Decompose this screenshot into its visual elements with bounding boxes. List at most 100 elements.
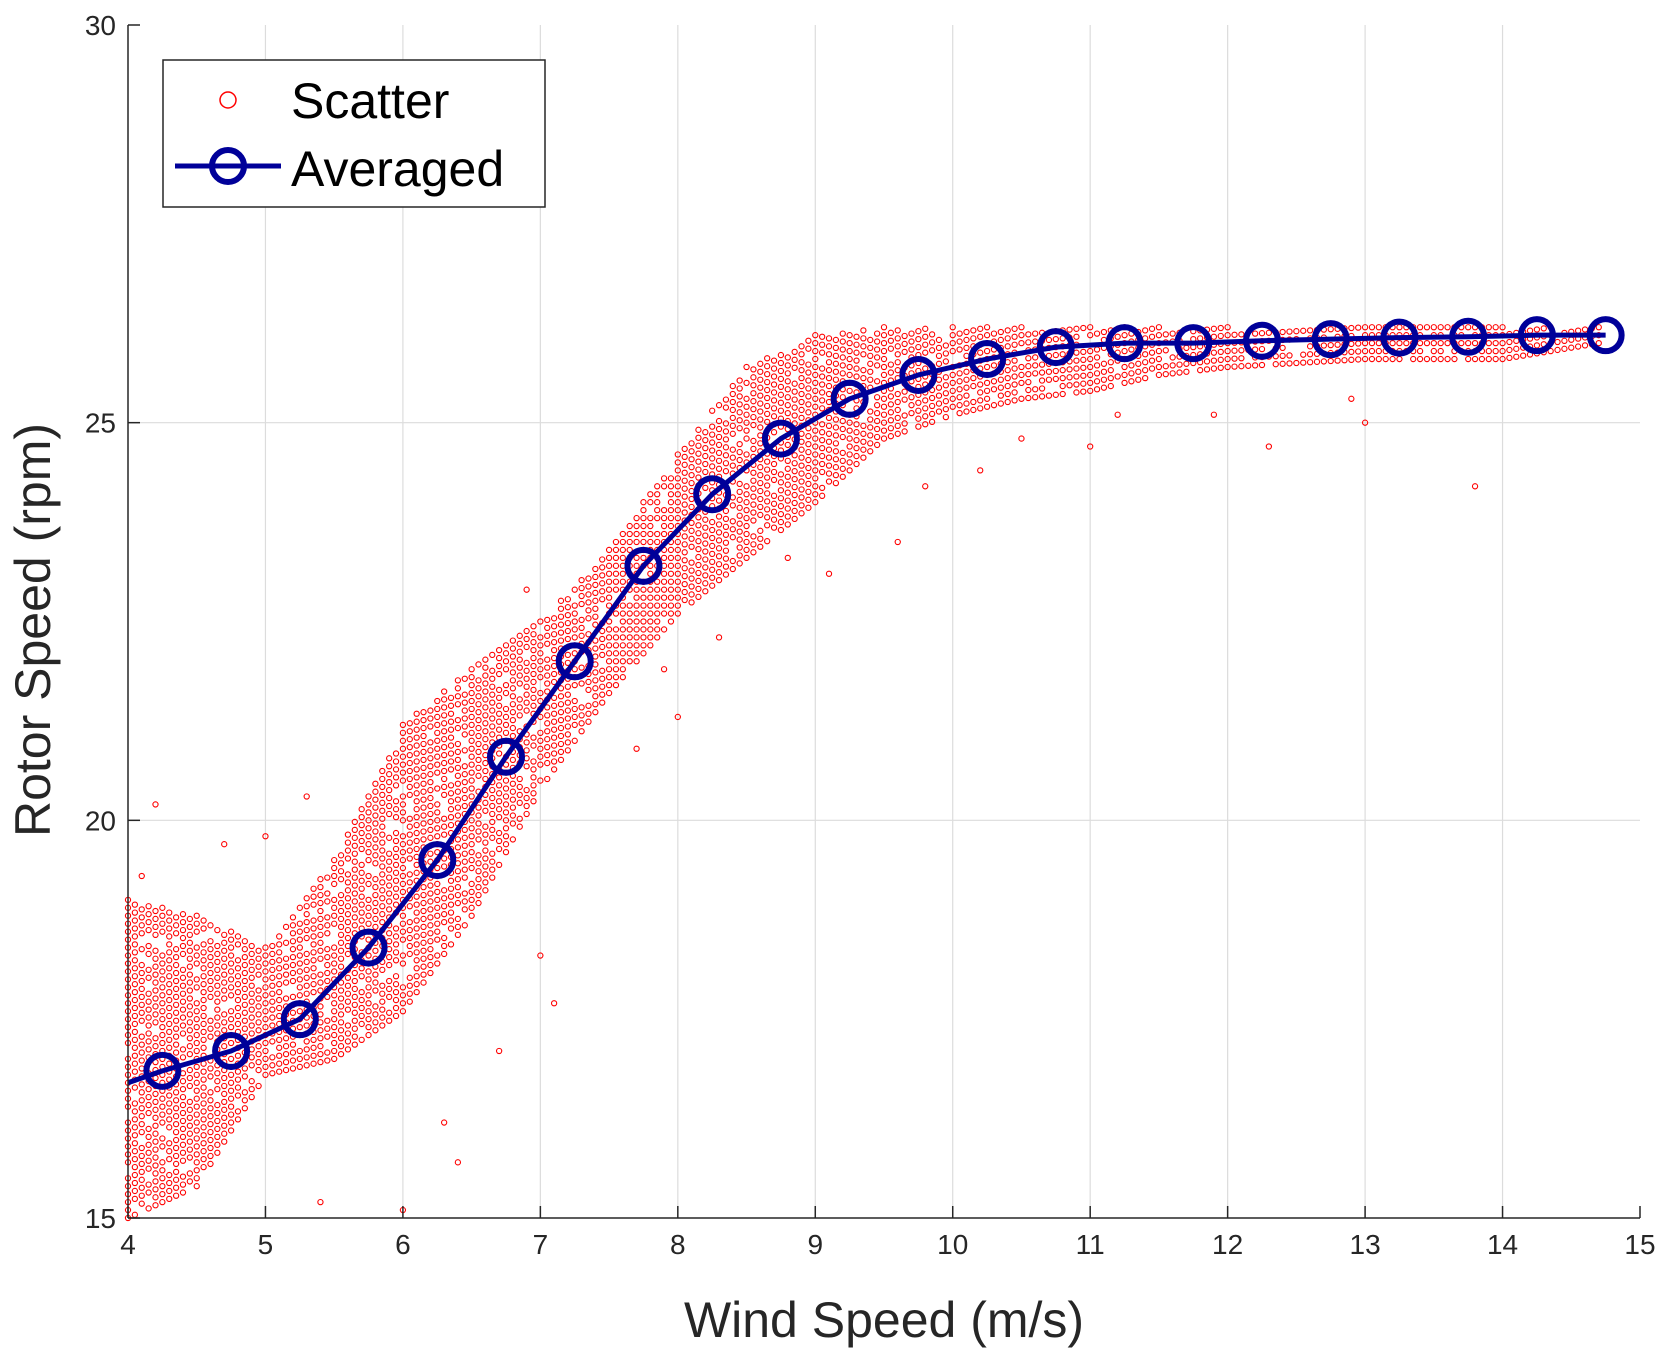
scatter-point [818,429,826,436]
scatter-point [736,417,743,424]
scatter-point [489,834,496,841]
scatter-point [1087,324,1094,331]
scatter-point [392,829,400,837]
scatter-point [688,448,695,455]
scatter-point [289,938,297,945]
scatter-point [214,998,221,1005]
scatter-point [406,839,413,846]
scatter-point [317,907,324,915]
scatter-point [688,591,695,598]
scatter-point [942,398,950,405]
scatter-point [777,495,785,502]
scatter-point [379,807,386,814]
scatter-point [1093,378,1101,385]
scatter-point [770,397,778,404]
scatter-point [152,1130,159,1137]
scatter-point [365,817,372,824]
scatter-point [386,906,393,913]
scatter-point [605,554,613,562]
scatter-point [282,923,290,931]
scatter-point [935,336,943,344]
scatter-point [166,988,173,996]
scatter-point [1128,378,1135,385]
scatter-point [255,1027,262,1034]
scatter-point [702,556,709,563]
scatter-point [310,933,317,940]
scatter-point [784,362,791,369]
scatter-point [351,922,358,929]
scatter-point [276,1052,283,1059]
scatter-point [1073,365,1080,372]
scatter-point [956,378,963,385]
scatter-point [502,841,510,848]
scatter-point [1595,324,1602,331]
scatter-point [695,561,702,569]
scatter-point [1327,326,1334,333]
scatter-point [248,1022,255,1029]
scatter-point [475,740,482,748]
scatter-point [1155,324,1163,331]
scatter-point [351,993,358,1001]
scatter-point [997,384,1004,391]
scatter-point [1348,324,1355,332]
scatter-point [310,957,317,964]
scatter-point [564,651,572,659]
scatter-point [564,723,572,730]
scatter-point [805,504,812,511]
scatter-point [214,926,221,934]
scatter-point [214,1149,221,1156]
scatter-point [131,1195,139,1203]
scatter-point [179,1157,187,1164]
scatter-point [509,812,517,819]
scatter-point [413,845,420,853]
scatter-point [571,650,578,657]
scatter-point [812,451,819,458]
scatter-point [413,821,420,829]
scatter-point [406,775,413,783]
scatter-point [214,1086,221,1093]
scatter-point [324,993,331,1001]
scatter-point [296,1023,303,1031]
scatter-point [977,325,984,332]
scatter-point [406,998,413,1005]
scatter-point [873,362,881,369]
scatter-point [949,395,956,402]
scatter-point [585,678,592,686]
scatter-point [578,584,585,592]
scatter-point [447,814,455,821]
scatter-point [221,1074,228,1082]
scatter-point [922,341,929,348]
scatter-point [179,1030,187,1037]
scatter-point [633,634,640,641]
scatter-point [379,879,386,886]
scatter-point [468,833,475,840]
scatter-point [413,981,420,988]
scatter-point [399,912,407,919]
scatter-point [516,664,523,671]
scatter-point [461,842,468,849]
scatter-point [427,834,434,841]
scatter-point [592,581,599,589]
scatter-point [152,907,159,915]
scatter-point [200,949,207,956]
scatter-point [221,1098,228,1106]
scatter-point [1011,333,1018,340]
scatter-point [1279,360,1286,367]
scatter-point [537,753,544,760]
scatter-point [722,452,730,459]
scatter-point [557,701,565,708]
scatter-point [358,1004,365,1012]
scatter-point [791,460,798,467]
scatter-point [523,810,530,818]
scatter-point [550,750,558,757]
scatter-point [880,355,888,363]
scatter-point [605,586,613,593]
scatter-point [729,518,736,525]
x-tick-label: 8 [670,1229,686,1260]
scatter-point [482,823,489,830]
scatter-point [832,336,840,344]
scatter-point [214,990,221,997]
scatter-point [544,656,551,663]
scatter-point [1355,348,1362,355]
